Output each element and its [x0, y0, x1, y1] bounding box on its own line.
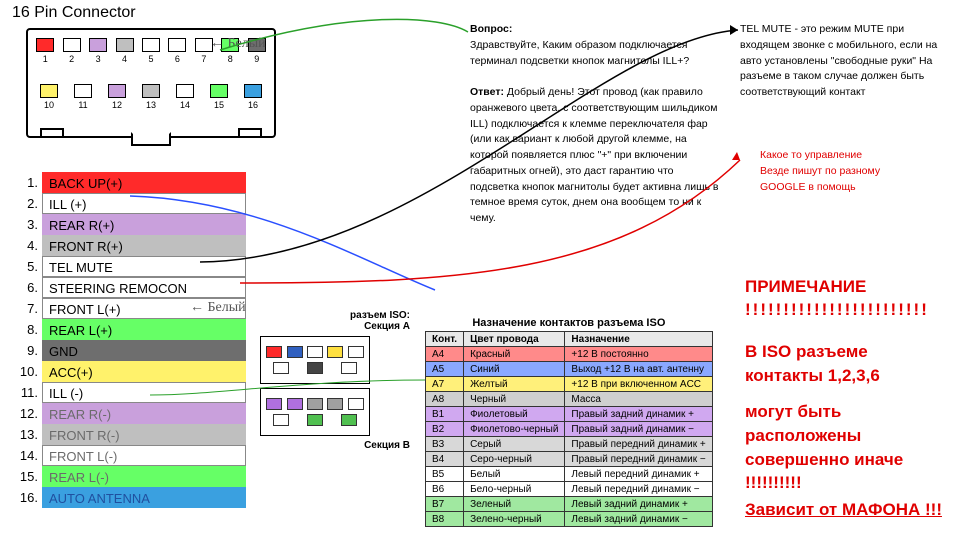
pin-5: 5	[142, 38, 160, 64]
note-excl-1: !!!!!!!!!!!!!!!!!!!!!!!!	[745, 298, 929, 322]
iso-row: B4Серо-черныйПравый передний динамик −	[426, 452, 713, 467]
pin-10: 10	[40, 84, 58, 110]
iso-row: A4Красный+12 В постоянно	[426, 347, 713, 362]
pin-16: 16	[244, 84, 262, 110]
pinlist-row: 2.ILL (+)	[16, 193, 246, 214]
pin-4: 4	[116, 38, 134, 64]
iso-row: B7ЗеленыйЛевый задний динамик +	[426, 497, 713, 512]
red-annotation: Какое то управление Везде пишут по разно…	[760, 148, 950, 195]
pin-3: 3	[89, 38, 107, 64]
pinlist-row: 10.ACC(+)	[16, 361, 246, 382]
iso-row: A8ЧерныйМасса	[426, 392, 713, 407]
pinlist-row: 1.BACK UP(+)	[16, 172, 246, 193]
handwritten-label-1: ← Белый	[210, 36, 266, 52]
pinlist-row: 9.GND	[16, 340, 246, 361]
pin-12: 12	[108, 84, 126, 110]
iso-row: A5СинийВыход +12 В на авт. антенну	[426, 362, 713, 377]
pinlist-row: 5.TEL MUTE	[16, 256, 246, 277]
iso-row: B6Бело-черныйЛевый передний динамик −	[426, 482, 713, 497]
pin-1: 1	[36, 38, 54, 64]
iso-row: B2Фиолетово-черныйПравый задний динамик …	[426, 422, 713, 437]
pinlist-row: 11.ILL (-)	[16, 382, 246, 403]
iso-row: B5БелыйЛевый передний динамик +	[426, 467, 713, 482]
iso-row: B1ФиолетовыйПравый задний динамик +	[426, 407, 713, 422]
iso-connector-block: разъем ISO:Секция A Секция B	[260, 310, 410, 451]
pin-list: 1.BACK UP(+)2.ILL (+)3.REAR R(+)4.FRONT …	[16, 172, 246, 508]
pin-6: 6	[168, 38, 186, 64]
qa-block: Вопрос: Здравствуйте, Каким образом подк…	[470, 22, 720, 227]
pin-14: 14	[176, 84, 194, 110]
pin-15: 15	[210, 84, 228, 110]
pinlist-row: 13.FRONT R(-)	[16, 424, 246, 445]
note-heading: ПРИМЕЧАНИЕ	[745, 275, 866, 299]
iso-contacts-table: Назначение контактов разъема ISO Конт.Цв…	[425, 315, 713, 527]
iso-row: B3СерыйПравый передний динамик +	[426, 437, 713, 452]
pinlist-row: 6.STEERING REMOCON	[16, 277, 246, 298]
pinlist-row: 4.FRONT R(+)	[16, 235, 246, 256]
note-line-3: могут быть расположены совершенно иначе …	[745, 400, 945, 495]
pinlist-row: 8.REAR L(+)	[16, 319, 246, 340]
tel-mute-annotation: TEL MUTE - это режим MUTE при входящем з…	[740, 22, 940, 101]
pinlist-row: 3.REAR R(+)	[16, 214, 246, 235]
pinlist-row: 16.AUTO ANTENNA	[16, 487, 246, 508]
pinlist-row: 14.FRONT L(-)	[16, 445, 246, 466]
iso-row: A7Желтый+12 В при включенном ACC	[426, 377, 713, 392]
note-line-4: Зависит от МАФОНА !!!	[745, 498, 955, 522]
pin-13: 13	[142, 84, 160, 110]
pin-2: 2	[63, 38, 81, 64]
page-title: 16 Pin Connector	[12, 4, 136, 22]
iso-row: B8Зелено-черныйЛевый задний динамик −	[426, 512, 713, 527]
handwritten-label-2: ← Белый	[190, 300, 246, 316]
pin-11: 11	[74, 84, 92, 110]
pinlist-row: 12.REAR R(-)	[16, 403, 246, 424]
pinlist-row: 15.REAR L(-)	[16, 466, 246, 487]
note-line-2: В ISO разъеме контакты 1,2,3,6	[745, 340, 945, 388]
